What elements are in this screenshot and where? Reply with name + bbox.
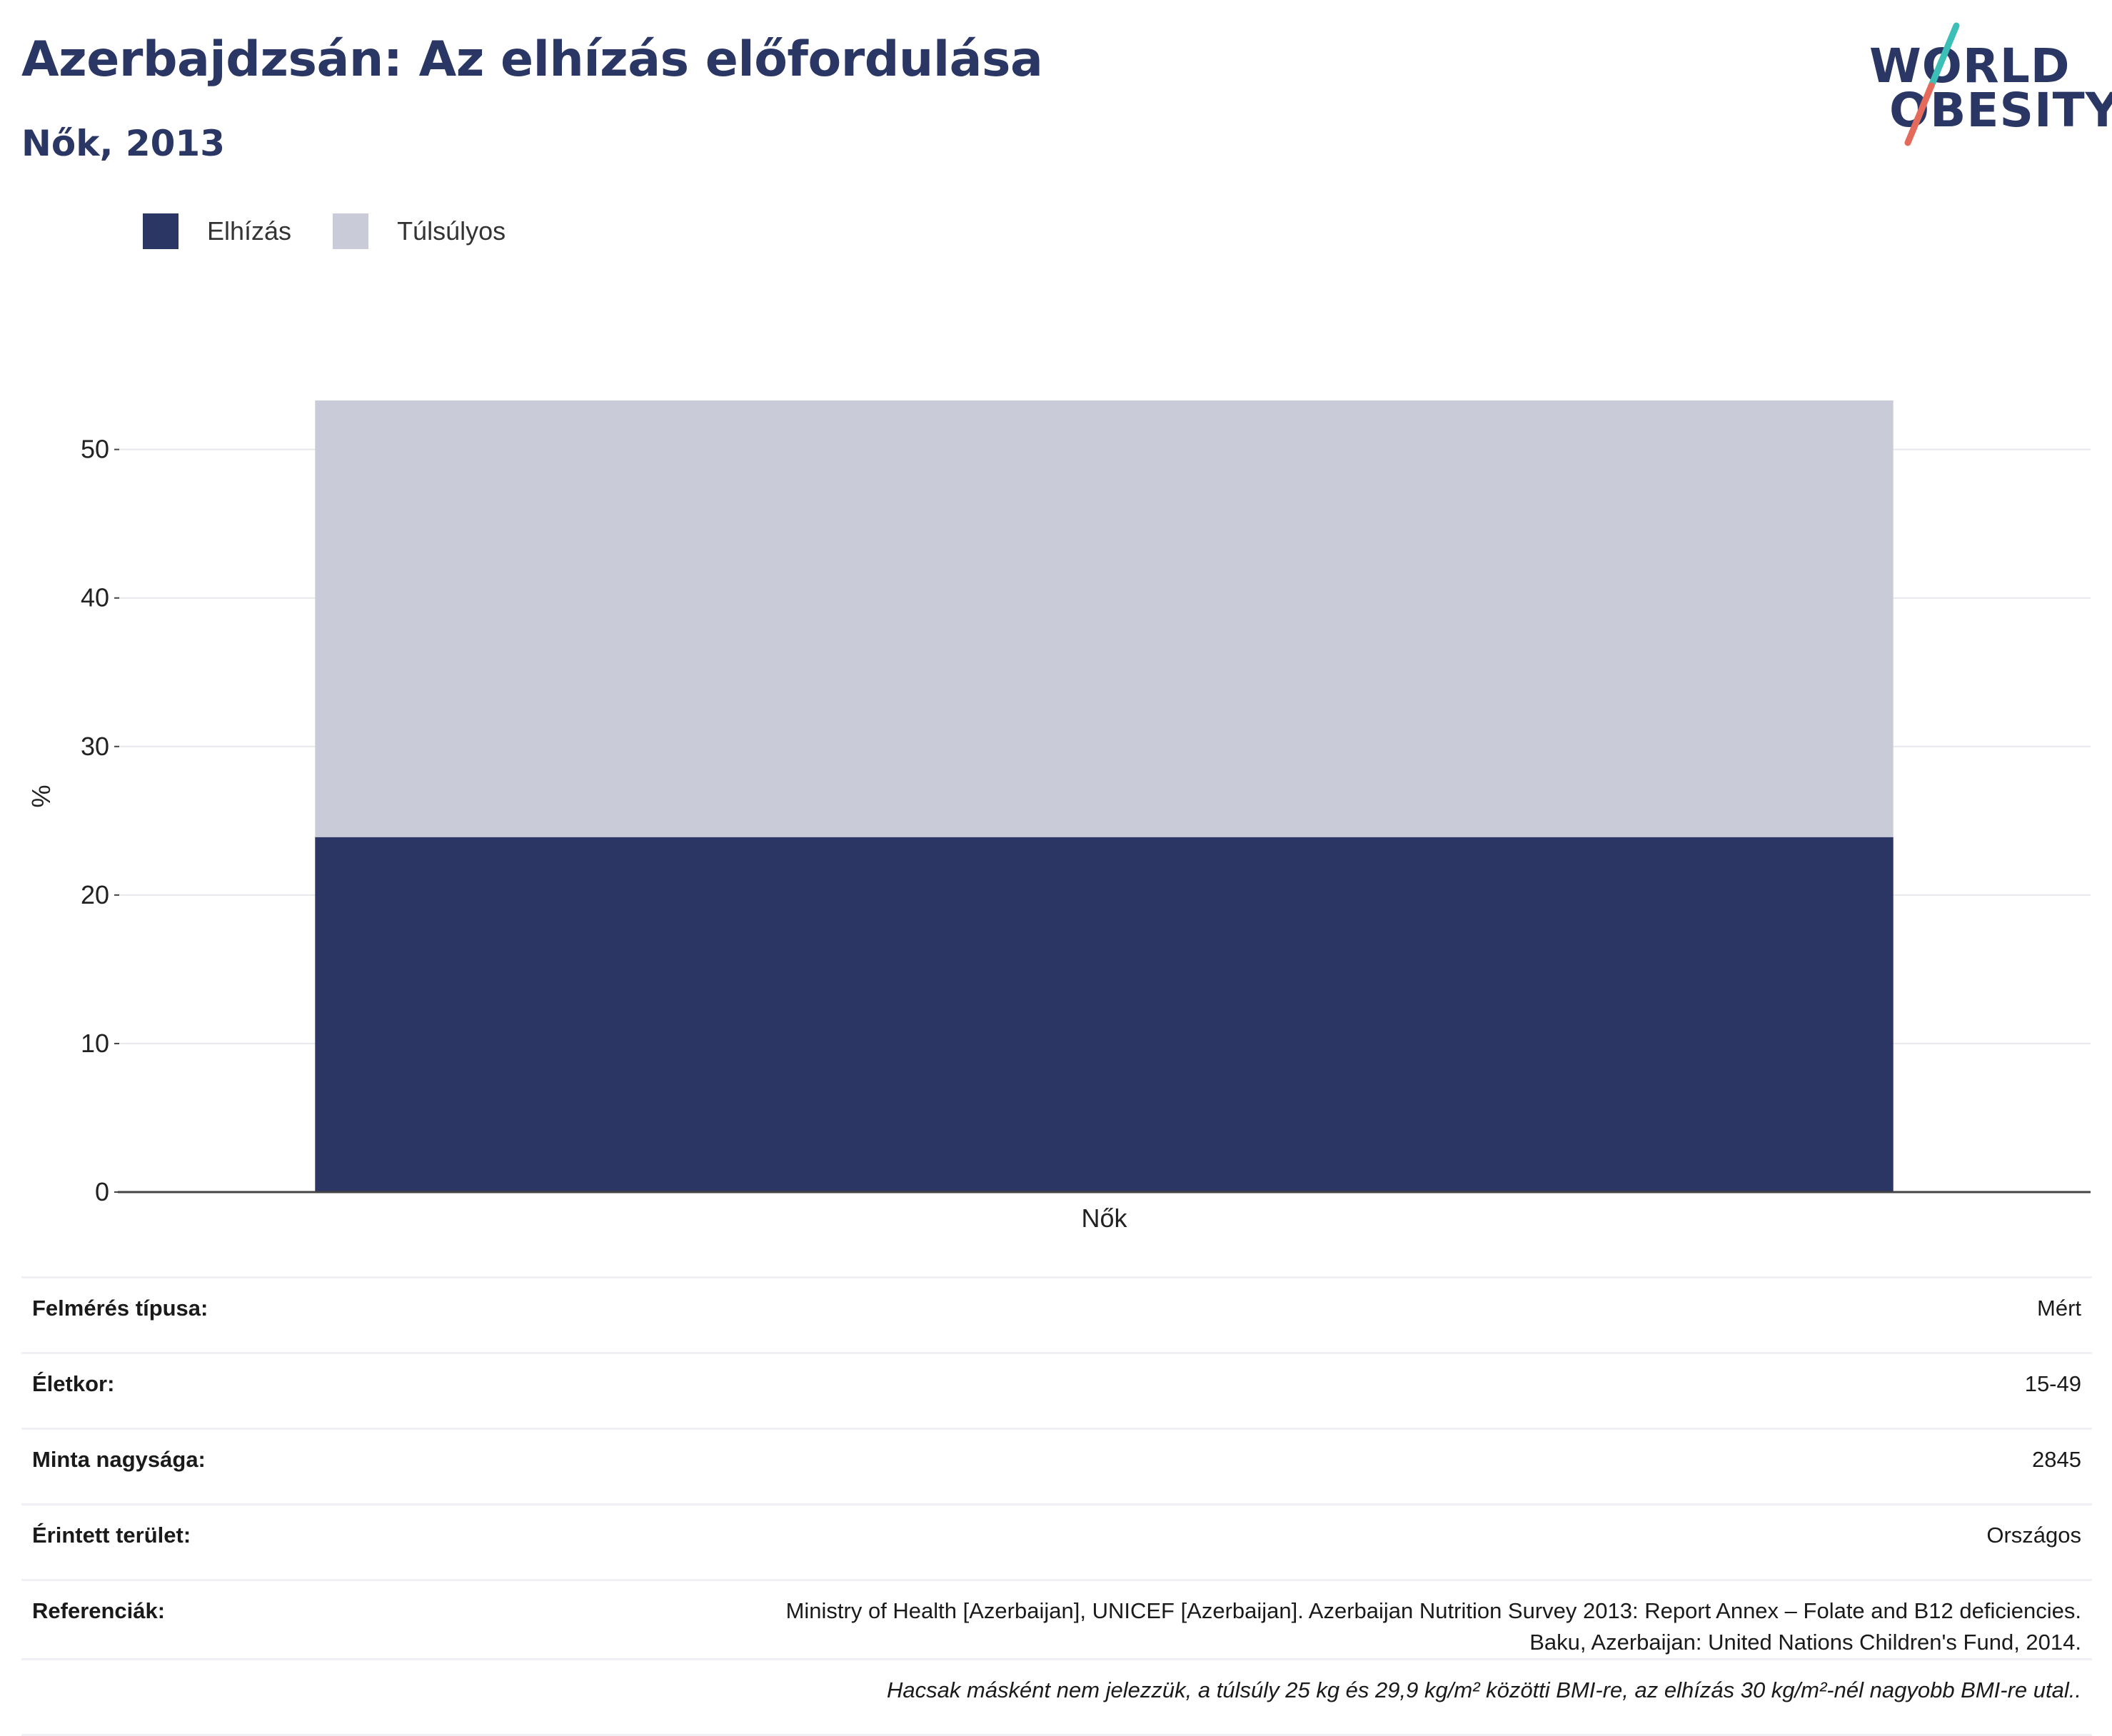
survey-info-table: Felmérés típusa: Mért Életkor: 15-49 Min…: [21, 1276, 2092, 1736]
y-tick-label: 0: [95, 1177, 109, 1206]
row-value-references: Ministry of Health [Azerbaijan], UNICEF …: [471, 1579, 2092, 1660]
logo-word-world: WORLD: [1869, 39, 2071, 94]
bar-series: [315, 400, 1894, 1192]
table-row: Érintett terület: Országos: [21, 1503, 2092, 1580]
row-value-survey-type: Mért: [471, 1276, 2092, 1353]
legend-label-elhizas: Elhízás: [207, 216, 292, 246]
table-row: Életkor: 15-49: [21, 1352, 2092, 1429]
legend-item-elhizas[interactable]: Elhízás: [143, 213, 291, 249]
world-obesity-logo: WORLD OBESITY: [1856, 20, 2112, 148]
y-tick-label: 40: [81, 583, 109, 612]
legend-item-tulsulyos[interactable]: Túlsúlyos: [333, 213, 506, 249]
legend-label-tulsulyos: Túlsúlyos: [397, 216, 506, 246]
chart-legend: Elhízás Túlsúlyos: [143, 213, 547, 250]
x-tick-label: Nők: [1081, 1203, 1127, 1233]
bar-elhizas[interactable]: [315, 837, 1894, 1192]
logo-slash-icon: [1904, 22, 1960, 146]
bar-tulsulyos[interactable]: [315, 400, 1894, 837]
row-value-area: Országos: [471, 1503, 2092, 1580]
row-label-age: Életkor:: [21, 1352, 471, 1429]
y-tick-label: 50: [81, 435, 109, 464]
axes: 0 10 20 30 40 50 Nők: [81, 435, 2091, 1233]
table-row: Felmérés típusa: Mért: [21, 1276, 2092, 1353]
chart-subtitle: Nők, 2013: [21, 123, 226, 164]
reference-line-1: Ministry of Health [Azerbaijan], UNICEF …: [785, 1598, 2081, 1623]
row-label-survey-type: Felmérés típusa:: [21, 1276, 471, 1353]
stacked-bar-chart: 0 10 20 30 40 50 Nők %: [26, 400, 2091, 1233]
y-axis-label: %: [26, 784, 56, 807]
table-row: Hacsak másként nem jelezzük, a túlsúly 2…: [21, 1658, 2092, 1736]
row-label-sample-size: Minta nagysága:: [21, 1428, 471, 1505]
footnote: Hacsak másként nem jelezzük, a túlsúly 2…: [21, 1658, 2092, 1736]
y-tick-label: 30: [81, 732, 109, 761]
y-tick-label: 20: [81, 880, 109, 909]
row-label-area: Érintett terület:: [21, 1503, 471, 1580]
reference-line-2: Baku, Azerbaijan: United Nations Childre…: [1529, 1630, 2081, 1655]
row-value-age: 15-49: [471, 1352, 2092, 1429]
legend-swatch-tulsulyos: [333, 213, 369, 249]
y-tick-label: 10: [81, 1029, 109, 1058]
chart-title: Azerbajdzsán: Az elhízás előfordulása: [21, 31, 1043, 88]
row-value-sample-size: 2845: [471, 1428, 2092, 1505]
table-row: Minta nagysága: 2845: [21, 1428, 2092, 1505]
row-label-references: Referenciák:: [21, 1579, 471, 1660]
legend-swatch-elhizas: [143, 213, 178, 249]
table-row: Referenciák: Ministry of Health [Azerbai…: [21, 1579, 2092, 1660]
